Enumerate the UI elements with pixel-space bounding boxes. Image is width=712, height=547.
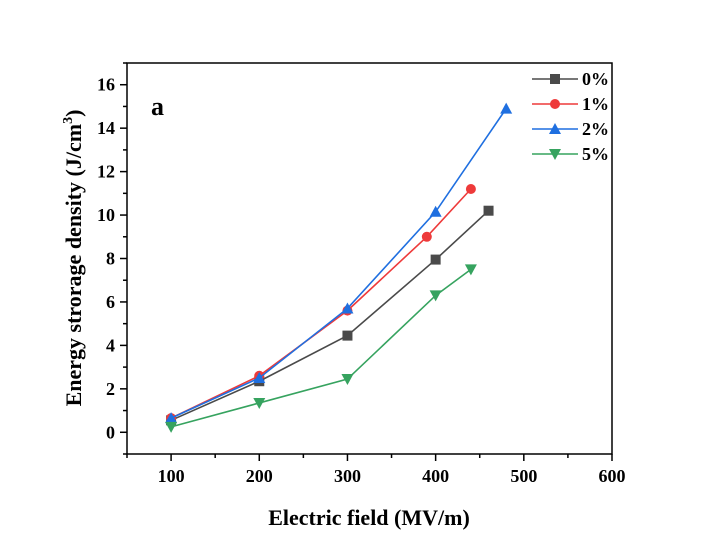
data-point <box>500 102 513 114</box>
legend-label: 5% <box>582 144 609 164</box>
legend-item: 1% <box>532 94 609 114</box>
series-2pct <box>165 102 513 424</box>
data-point <box>165 421 178 433</box>
data-point <box>429 205 442 217</box>
series-0pct <box>166 205 494 426</box>
legend-marker <box>549 149 561 160</box>
x-tick-label: 400 <box>422 466 449 486</box>
x-tick-label: 200 <box>246 466 273 486</box>
series-line <box>170 268 472 428</box>
panel-label: a <box>151 92 164 121</box>
legend-label: 0% <box>582 69 609 89</box>
data-point <box>341 374 354 386</box>
axis-ticks: 100 200 300 400 500 600 0 2 4 6 8 10 12 14 16 <box>97 62 626 486</box>
y-tick-label: 12 <box>97 162 115 182</box>
data-point <box>421 231 432 242</box>
series-line <box>170 210 490 422</box>
y-axis-label: Energy strorage density (J/cm3) <box>61 110 86 407</box>
data-point <box>430 254 441 265</box>
series-1pct <box>166 183 476 424</box>
data-point <box>483 205 494 216</box>
y-tick-label: 14 <box>97 118 115 138</box>
legend-marker <box>550 74 560 84</box>
legend-item: 2% <box>532 119 609 139</box>
y-tick-label: 0 <box>106 422 115 442</box>
y-tick-label: 8 <box>106 249 115 269</box>
legend: 0% 1% 2% 5% <box>532 69 609 164</box>
legend-marker <box>549 123 561 134</box>
x-tick-label: 300 <box>334 466 361 486</box>
data-point <box>253 397 266 409</box>
legend-item: 5% <box>532 144 609 164</box>
data-point <box>341 302 354 314</box>
data-point <box>464 264 477 276</box>
x-tick-label: 100 <box>158 466 185 486</box>
x-tick-label: 600 <box>599 466 626 486</box>
data-point <box>465 183 476 194</box>
series-5pct <box>165 264 477 433</box>
x-tick-label: 500 <box>510 466 537 486</box>
y-tick-label: 2 <box>106 379 115 399</box>
series-line <box>170 108 507 419</box>
y-tick-label: 4 <box>106 335 115 355</box>
y-tick-label: 16 <box>97 75 115 95</box>
legend-marker <box>550 99 560 109</box>
y-tick-label: 10 <box>97 205 115 225</box>
legend-label: 2% <box>582 119 609 139</box>
x-axis-label: Electric field (MV/m) <box>268 505 470 530</box>
y-tick-label: 6 <box>106 292 115 312</box>
data-point <box>342 330 353 341</box>
axes-frame <box>126 62 613 455</box>
data-point <box>165 412 178 424</box>
data-point <box>253 371 266 383</box>
data-point <box>429 290 442 302</box>
legend-label: 1% <box>582 94 609 114</box>
plot-area <box>165 102 513 433</box>
legend-item: 0% <box>532 69 609 89</box>
